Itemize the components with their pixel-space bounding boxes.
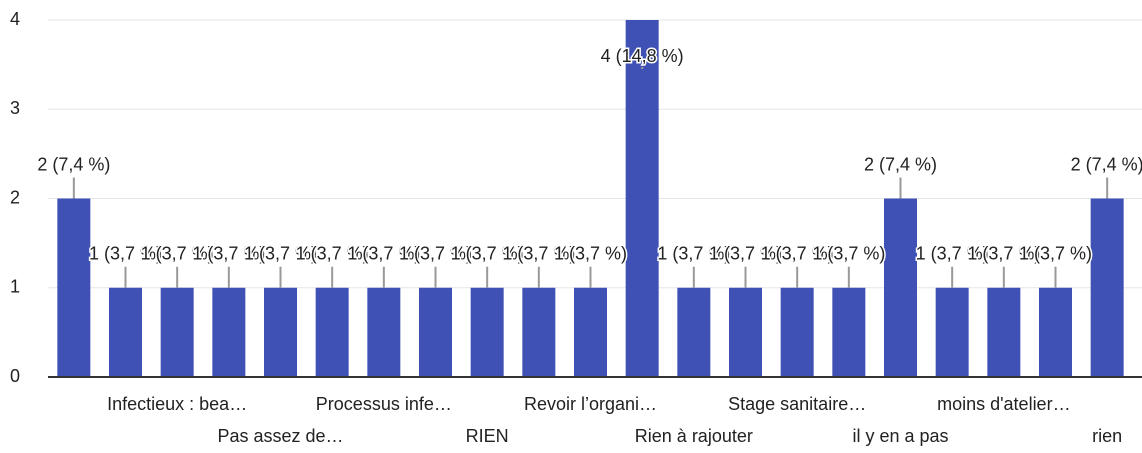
bar (160, 287, 194, 377)
bar (832, 287, 866, 377)
bar (1039, 287, 1072, 377)
bar (470, 287, 504, 377)
x-tick-label: Rien à rajouter (635, 426, 753, 446)
bar (677, 287, 711, 377)
data-label: 1 (3,7 %) (761, 244, 834, 264)
x-tick-label: il y en a pas (852, 426, 948, 446)
bar (315, 287, 349, 377)
x-tick-label: Stage sanitaire… (728, 394, 866, 414)
data-label: 1 (3,7 %) (812, 244, 885, 264)
x-tick-label: Infectieux : bea… (107, 394, 247, 414)
bar (729, 287, 762, 377)
x-tick-label: Pas assez de… (217, 426, 343, 446)
bar (264, 287, 297, 377)
y-tick-label: 1 (10, 277, 20, 297)
data-label: 1 (3,7 %) (554, 244, 627, 264)
data-label: 2 (7,4 %) (864, 154, 937, 174)
x-tick-label: rien (1092, 426, 1122, 446)
bar (935, 287, 969, 377)
data-label: 1 (3,7 %) (967, 244, 1040, 264)
bar (1090, 198, 1124, 377)
y-tick-label: 3 (10, 98, 20, 118)
data-label: 1 (3,7 %) (502, 244, 575, 264)
data-label: 1 (3,7 %) (399, 244, 472, 264)
data-label: 1 (3,7 %) (916, 244, 989, 264)
bar (367, 287, 401, 377)
data-label: 1 (3,7 %) (89, 244, 162, 264)
data-label: 1 (3,7 %) (347, 244, 420, 264)
bar (884, 198, 917, 377)
data-label: 2 (7,4 %) (37, 154, 110, 174)
data-label: 1 (3,7 %) (451, 244, 524, 264)
data-label: 4 (14,8 %) (601, 46, 684, 66)
data-label: 1 (3,7 %) (709, 244, 782, 264)
bar (109, 287, 142, 377)
bar (57, 198, 91, 377)
data-label: 1 (3,7 %) (244, 244, 317, 264)
y-tick-label: 2 (10, 187, 20, 207)
bar (212, 287, 246, 377)
y-tick-label: 0 (10, 366, 20, 386)
data-label: 1 (3,7 %) (192, 244, 265, 264)
bar (522, 287, 556, 377)
data-label: 1 (3,7 %) (141, 244, 214, 264)
data-label: 1 (3,7 %) (657, 244, 730, 264)
x-tick-label: moins d'atelier… (937, 394, 1071, 414)
bar (625, 20, 659, 377)
x-tick-label: RIEN (466, 426, 509, 446)
x-tick-label: Processus infe… (316, 394, 452, 414)
bar (780, 287, 814, 377)
bar (419, 287, 452, 377)
bar (574, 287, 607, 377)
data-label: 1 (3,7 %) (1019, 244, 1092, 264)
y-tick-label: 4 (10, 9, 20, 29)
x-tick-label: Revoir l’organi… (524, 394, 657, 414)
bar (987, 287, 1021, 377)
data-label: 2 (7,4 %) (1071, 154, 1142, 174)
data-label: 1 (3,7 %) (296, 244, 369, 264)
